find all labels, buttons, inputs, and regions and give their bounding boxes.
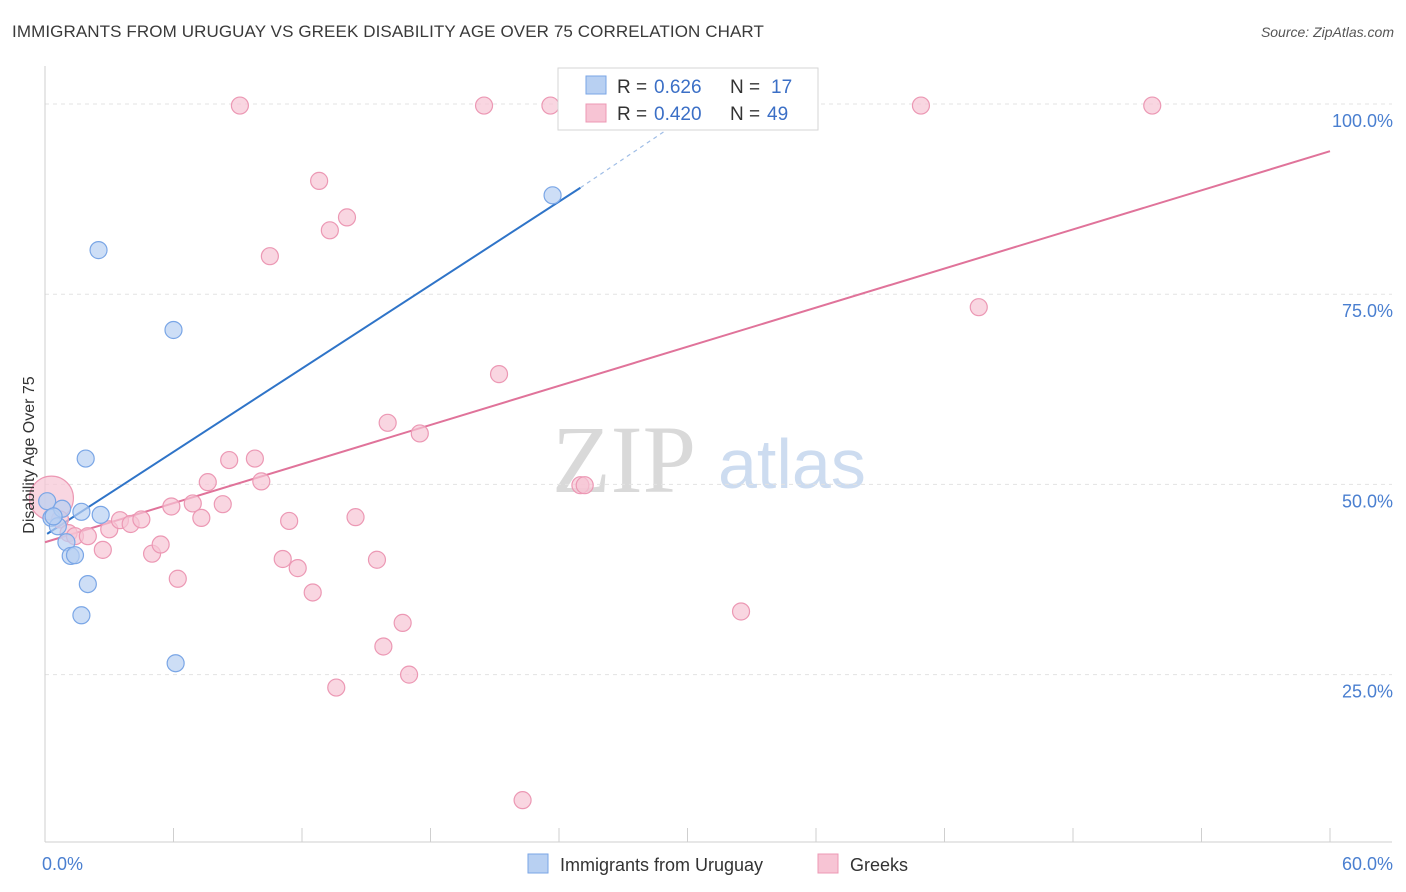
point-greeks bbox=[183, 494, 202, 513]
point-greeks bbox=[198, 473, 217, 492]
point-greeks bbox=[213, 495, 232, 514]
point-uruguay bbox=[38, 492, 57, 511]
point-uruguay bbox=[166, 654, 185, 673]
point-uruguay bbox=[44, 507, 63, 526]
y-tick-label: 25.0% bbox=[1342, 682, 1393, 702]
point-greeks bbox=[220, 450, 239, 470]
point-uruguay bbox=[72, 502, 91, 521]
point-uruguay bbox=[72, 606, 91, 625]
point-greeks bbox=[151, 535, 170, 554]
point-greeks bbox=[969, 298, 988, 317]
data-points bbox=[28, 96, 1162, 810]
series-legend-label-greeks: Greeks bbox=[850, 855, 908, 875]
point-greeks bbox=[273, 549, 292, 569]
series-legend-label-uruguay: Immigrants from Uruguay bbox=[560, 855, 763, 875]
point-greeks bbox=[327, 678, 346, 697]
legend-swatch-greeks bbox=[585, 103, 607, 123]
point-uruguay bbox=[543, 186, 562, 205]
point-greeks bbox=[230, 96, 249, 115]
point-greeks bbox=[374, 637, 393, 656]
legend-r-label-greeks: R = bbox=[617, 104, 647, 125]
point-uruguay bbox=[78, 574, 97, 594]
point-greeks bbox=[474, 96, 494, 115]
point-greeks bbox=[367, 550, 387, 569]
legend-n-label-greeks: N = bbox=[730, 104, 760, 125]
point-greeks bbox=[346, 508, 365, 527]
point-greeks bbox=[132, 510, 151, 529]
x-tick-label: 60.0% bbox=[1342, 854, 1393, 874]
point-uruguay bbox=[91, 505, 110, 524]
point-greeks bbox=[731, 602, 751, 621]
point-uruguay bbox=[76, 449, 95, 468]
point-greeks bbox=[168, 569, 187, 588]
point-greeks bbox=[93, 540, 112, 559]
trend-extension-uruguay bbox=[580, 122, 678, 189]
chart-title: IMMIGRANTS FROM URUGUAY VS GREEK DISABIL… bbox=[12, 22, 764, 41]
point-greeks bbox=[310, 171, 329, 190]
point-greeks bbox=[513, 791, 532, 810]
y-tick-label: 100.0% bbox=[1332, 111, 1393, 131]
point-uruguay bbox=[89, 241, 108, 260]
point-greeks bbox=[410, 424, 429, 443]
point-greeks bbox=[162, 497, 181, 516]
legend-r-value-greeks: 0.420 bbox=[654, 104, 702, 125]
legend-r-label-uruguay: R = bbox=[617, 77, 647, 98]
point-greeks bbox=[399, 665, 419, 684]
y-tick-label: 75.0% bbox=[1342, 301, 1393, 321]
point-greeks bbox=[252, 472, 271, 491]
legend-r-value-uruguay: 0.626 bbox=[654, 77, 702, 98]
point-greeks bbox=[192, 508, 211, 528]
legend-n-value-greeks: 49 bbox=[767, 104, 788, 125]
trend-line-uruguay bbox=[46, 186, 581, 535]
series-legend-swatch-uruguay bbox=[527, 853, 549, 874]
correlation-legend: R = 0.626 N = 17 R = 0.420 N = 49 bbox=[557, 67, 819, 131]
point-uruguay bbox=[164, 320, 183, 340]
x-tick-label: 0.0% bbox=[42, 854, 83, 874]
point-greeks bbox=[245, 449, 264, 468]
point-greeks bbox=[489, 365, 509, 384]
point-greeks bbox=[78, 527, 97, 546]
point-greeks bbox=[280, 511, 299, 531]
point-uruguay bbox=[65, 546, 85, 565]
point-greeks bbox=[320, 221, 339, 240]
point-greeks bbox=[1143, 96, 1162, 115]
y-tick-label: 50.0% bbox=[1342, 491, 1393, 511]
chart-source: Source: ZipAtlas.com bbox=[1260, 24, 1394, 40]
watermark-zip: ZIP bbox=[552, 406, 696, 513]
legend-n-value-uruguay: 17 bbox=[771, 77, 792, 98]
point-greeks bbox=[260, 247, 279, 266]
y-axis-label: Disability Age Over 75 bbox=[21, 376, 38, 534]
series-legend-swatch-greeks bbox=[817, 853, 839, 874]
y-tick-labels: 25.0% 50.0% 75.0% 100.0% bbox=[1332, 111, 1393, 702]
legend-n-label-uruguay: N = bbox=[730, 77, 760, 98]
point-greeks bbox=[288, 559, 307, 578]
point-greeks bbox=[393, 613, 412, 632]
point-greeks bbox=[337, 208, 357, 227]
watermark: ZIP atlas bbox=[552, 406, 866, 513]
point-greeks bbox=[541, 96, 560, 115]
point-greeks bbox=[303, 583, 322, 602]
point-greeks bbox=[911, 96, 931, 115]
legend-swatch-uruguay bbox=[585, 75, 607, 95]
point-greeks bbox=[575, 476, 594, 495]
axes bbox=[44, 66, 1392, 843]
watermark-atlas: atlas bbox=[718, 425, 866, 503]
gridlines bbox=[45, 103, 1392, 676]
x-tick-labels: 0.0% 60.0% bbox=[42, 854, 1393, 874]
series-legend: Immigrants from Uruguay Greeks bbox=[527, 853, 908, 875]
point-greeks bbox=[378, 413, 397, 432]
